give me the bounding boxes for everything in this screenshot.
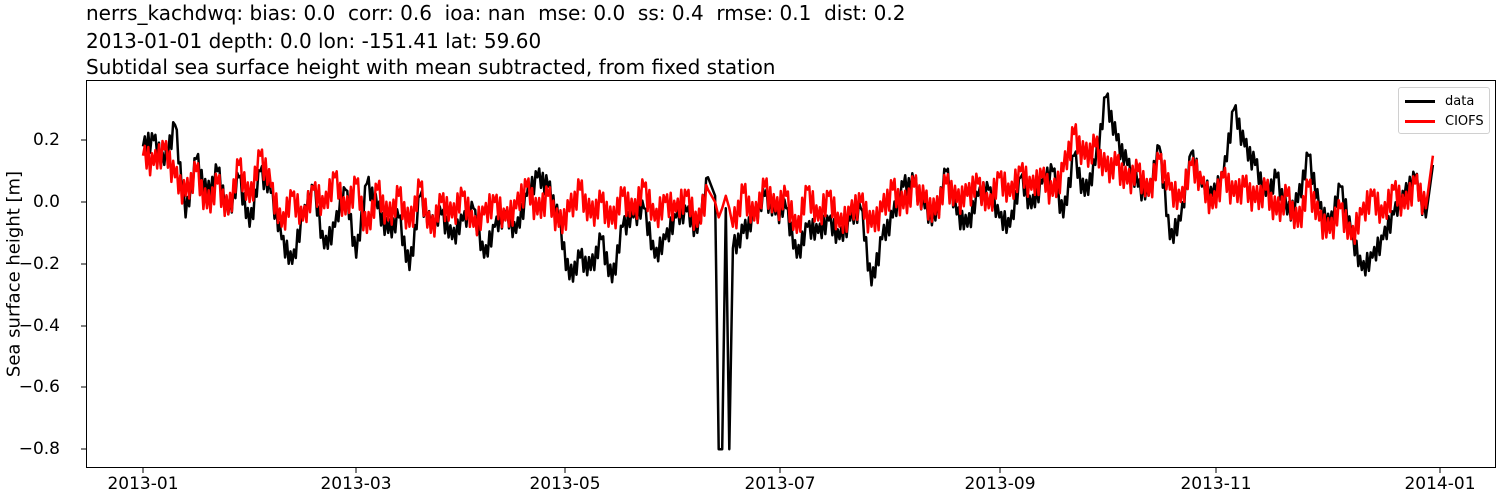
chart-title-stats: nerrs_kachdwq: bias: 0.0 corr: 0.6 ioa: … xyxy=(86,1,906,25)
x-tick-label: 2013-07 xyxy=(744,474,816,494)
axes-frame xyxy=(86,80,1496,468)
chart-title-location: 2013-01-01 depth: 0.0 lon: -151.41 lat: … xyxy=(86,29,542,53)
legend-item-ciofs: CIOFS xyxy=(1405,112,1484,130)
y-tick-label: −0.2 xyxy=(18,254,60,274)
x-tick-label: 2013-05 xyxy=(529,474,601,494)
legend-swatch-black-line xyxy=(1405,99,1435,103)
legend-item-data: data xyxy=(1405,92,1474,110)
x-tick-label: 2014-01 xyxy=(1404,474,1476,494)
x-tick-label: 2013-03 xyxy=(320,474,392,494)
legend-label: data xyxy=(1445,93,1475,109)
legend-label: CIOFS xyxy=(1445,113,1484,129)
y-tick-label: −0.6 xyxy=(18,377,60,397)
y-tick-label: 0.0 xyxy=(32,192,60,212)
series-line-data xyxy=(141,92,1435,451)
x-tick-label: 2013-01 xyxy=(107,474,179,494)
chart-title-description: Subtidal sea surface height with mean su… xyxy=(86,55,776,79)
series-line-ciofs xyxy=(141,123,1435,246)
legend: data CIOFS xyxy=(1398,87,1490,134)
y-tick-label: −0.8 xyxy=(18,439,60,459)
series-layer xyxy=(141,92,1435,451)
axis-ticks xyxy=(81,139,1441,473)
y-tick-label: 0.2 xyxy=(32,130,60,150)
x-tick-label: 2013-09 xyxy=(964,474,1036,494)
y-tick-label: −0.4 xyxy=(18,316,60,336)
x-tick-label: 2013-11 xyxy=(1180,474,1252,494)
legend-swatch-red-line xyxy=(1405,119,1435,123)
